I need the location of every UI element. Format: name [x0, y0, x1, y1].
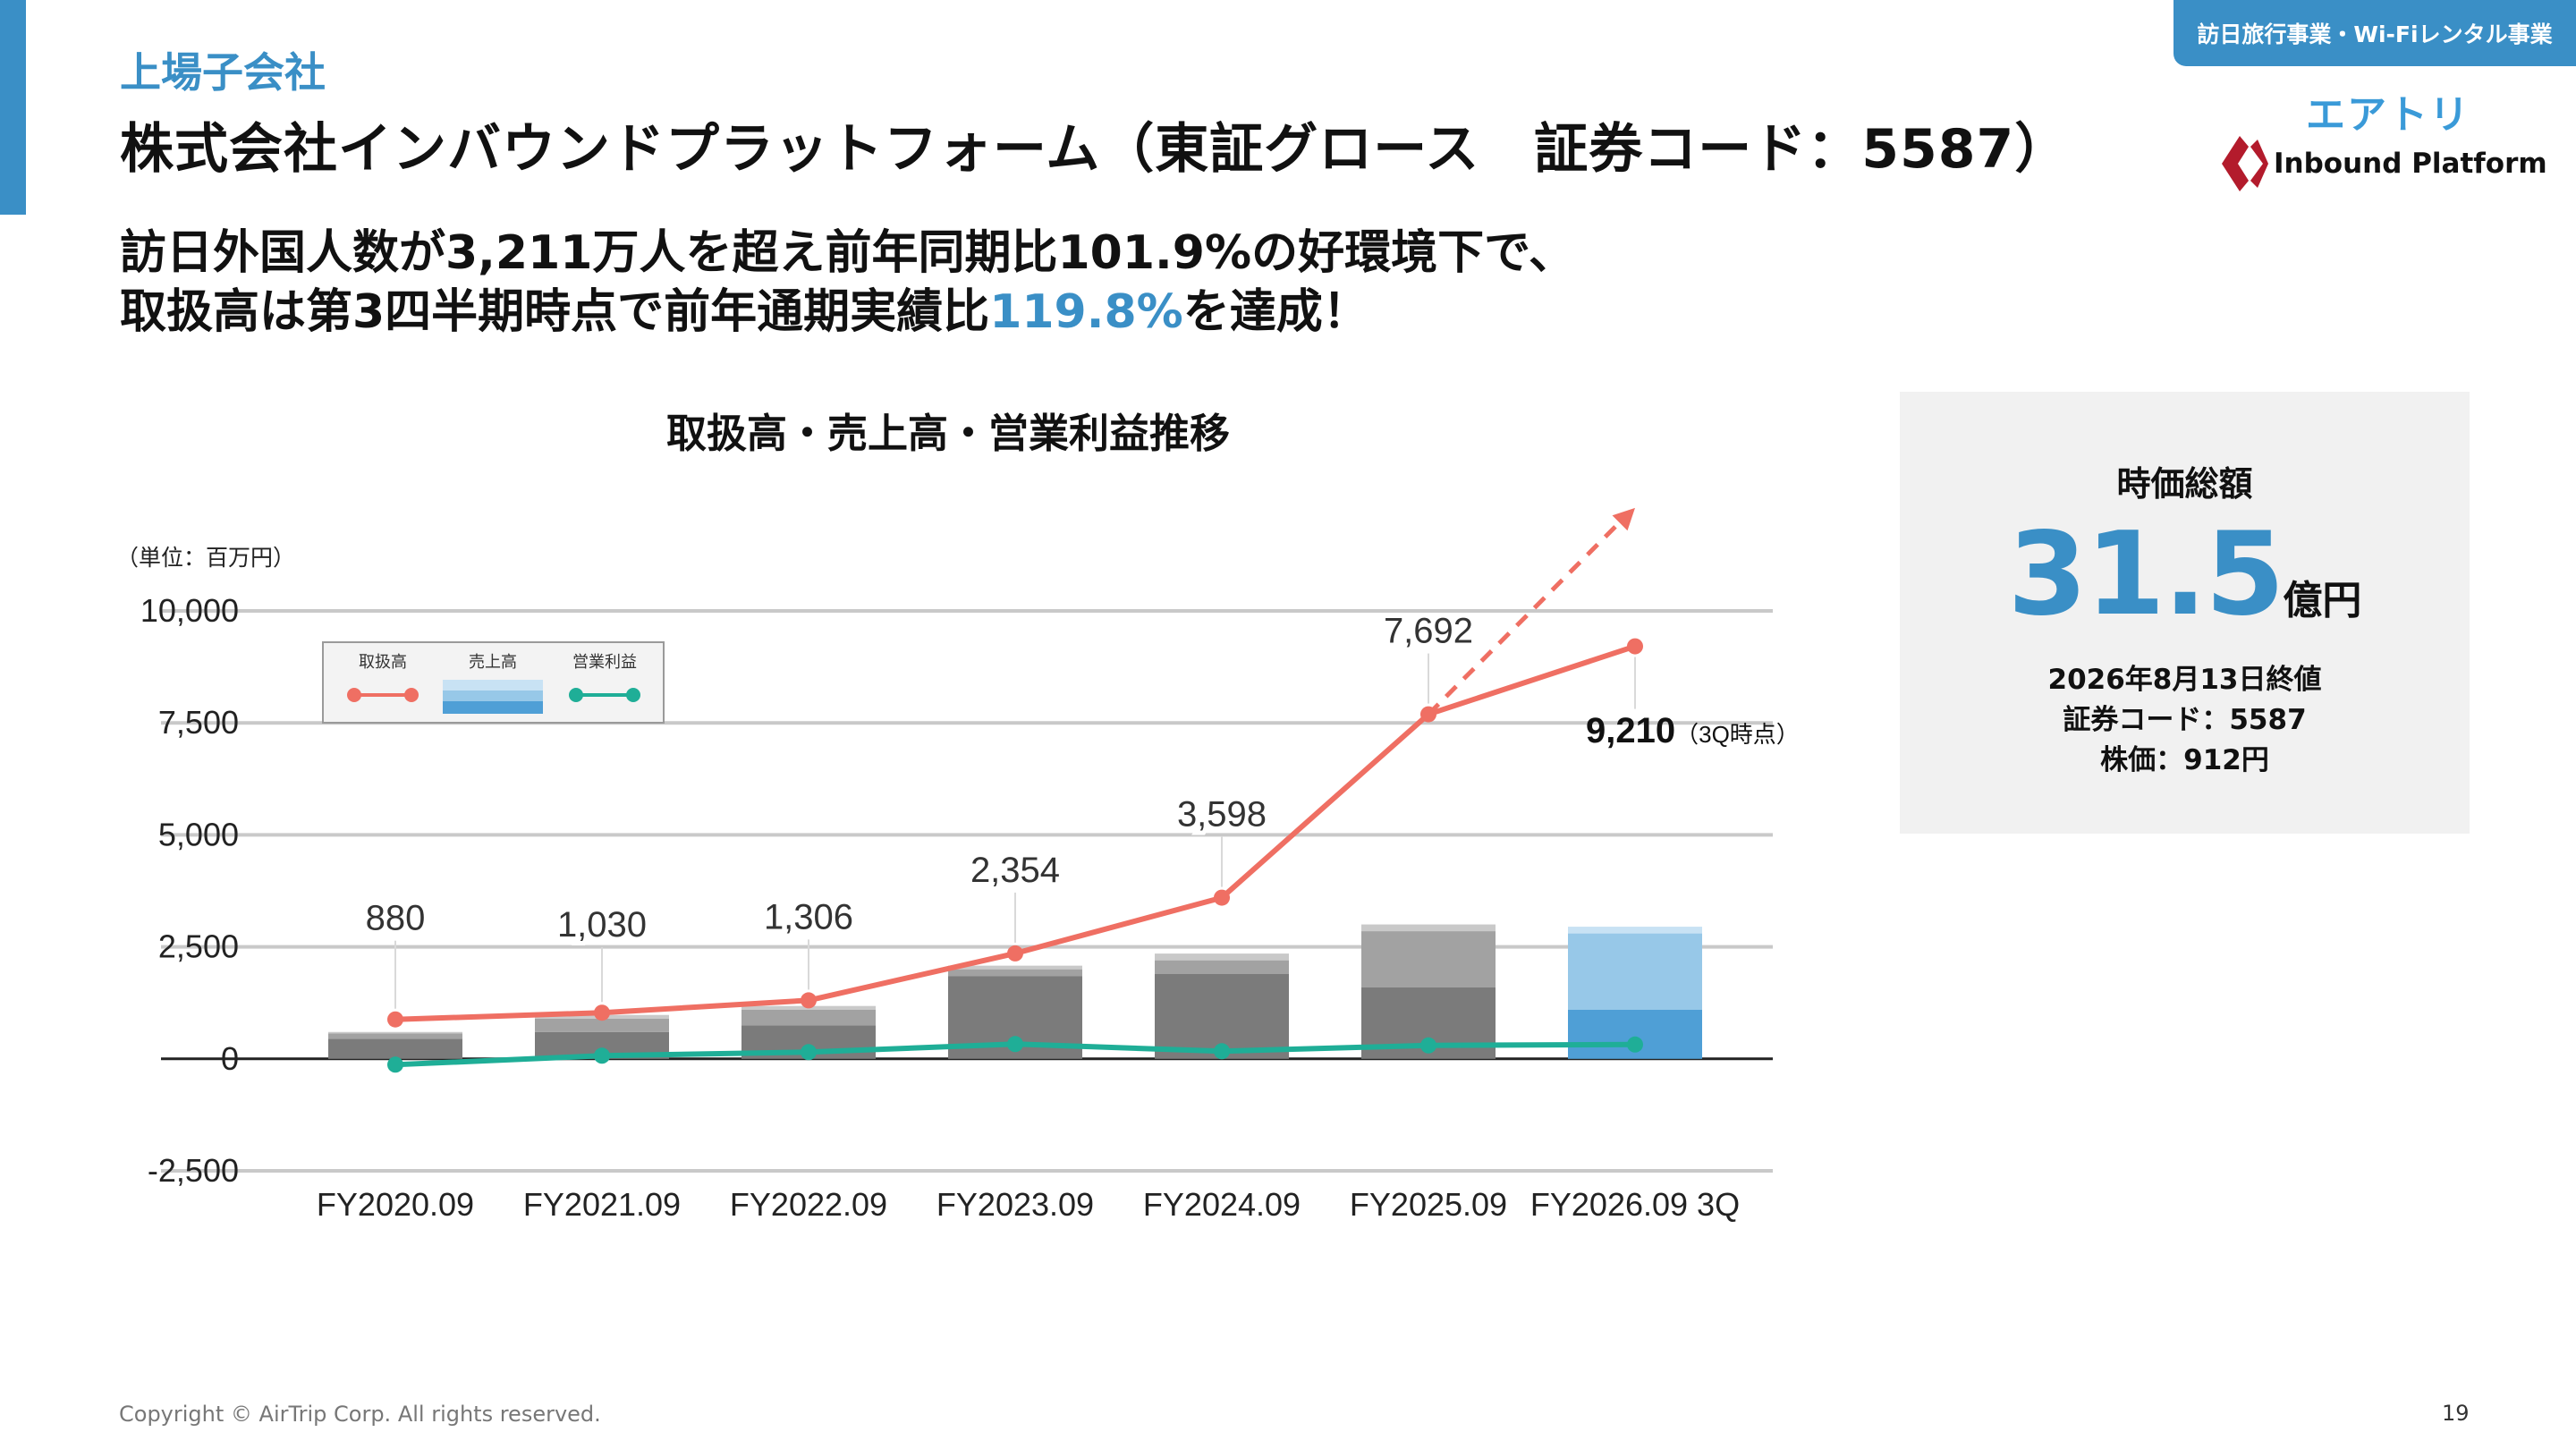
revenue-bar-segment [328, 1038, 462, 1059]
operating-profit-point [1214, 1043, 1230, 1060]
inbound-platform-logo: Inbound Platform [2220, 134, 2547, 193]
unit-note: （単位：百万円） [116, 545, 296, 571]
market-cap-value-row: 31.5億円 [1900, 508, 2470, 641]
x-tick-label: FY2024.09 [1143, 1186, 1301, 1223]
legend-swatch-dot [347, 688, 361, 702]
headline-line-2: 取扱高は第3四半期時点で前年通期実績比119.8%を達成！ [120, 283, 1575, 342]
gmv-point [387, 1011, 403, 1028]
legend-swatch-bar [443, 691, 543, 701]
revenue-bar-segment [1361, 931, 1496, 987]
revenue-bar-segment [535, 1018, 669, 1032]
revenue-bar-segment [1155, 953, 1289, 961]
x-tick-label: FY2026.09 3Q [1530, 1186, 1740, 1223]
headline-line-2-end: を達成！ [1182, 285, 1369, 339]
page-title: 株式会社インバウンドプラットフォーム（東証グロース 証券コード：5587） [120, 118, 2070, 181]
market-cap-value: 31.5 [2007, 508, 2285, 641]
x-tick-label: FY2022.09 [730, 1186, 887, 1223]
operating-profit-point [594, 1047, 610, 1064]
revenue-bar-segment [948, 965, 1082, 970]
market-cap-panel: 時価総額 31.5億円 2026年8月13日終値 証券コード：5587 株価：9… [1900, 392, 2470, 834]
revenue-bar-segment [948, 969, 1082, 977]
section-label: 上場子会社 [120, 48, 326, 97]
legend-label: 売上高 [469, 653, 517, 672]
operating-profit-point [387, 1056, 403, 1073]
gmv-data-label: 3,598 [1177, 795, 1267, 835]
y-tick-label: 0 [221, 1040, 239, 1077]
market-cap-date: 2026年8月13日終値 [2047, 664, 2322, 696]
legend-label: 営業利益 [572, 653, 637, 672]
operating-profit-point [1420, 1037, 1436, 1054]
revenue-bar-segment [328, 1033, 462, 1039]
operating-profit-point [801, 1044, 817, 1061]
legend-swatch-bar [443, 680, 543, 691]
gmv-data-label: 880 [366, 899, 426, 938]
gmv-data-label: 7,692 [1384, 612, 1473, 651]
y-tick-label: 7,500 [158, 704, 239, 741]
headline-line-2-text: 取扱高は第3四半期時点で前年通期実績比 [120, 285, 990, 339]
x-tick-label: FY2023.09 [936, 1186, 1094, 1223]
market-cap-label: 時価総額 [2116, 464, 2253, 504]
gmv-data-label-3q: 9,210（3Q時点） [1586, 711, 1800, 750]
revenue-bar-segment [1568, 927, 1702, 934]
stock-code: 証券コード：5587 [2063, 704, 2307, 736]
y-tick-label: 5,000 [158, 816, 239, 852]
business-tag: 訪日旅行事業・Wi-Fiレンタル事業 [2174, 0, 2576, 66]
projection-dashed-line [1427, 514, 1628, 716]
legend-label: 取扱高 [359, 653, 407, 672]
gmv-point [1627, 638, 1643, 655]
projection-arrowhead [1612, 507, 1635, 531]
market-cap-unit: 億円 [2283, 578, 2362, 623]
operating-profit-point [1007, 1036, 1023, 1053]
revenue-bar-segment [328, 1031, 462, 1034]
x-tick-label: FY2020.09 [317, 1186, 474, 1223]
y-tick-label: -2,500 [148, 1152, 239, 1189]
gmv-data-label: 2,354 [970, 851, 1060, 890]
operating-profit-point [1627, 1036, 1643, 1053]
headline-line-1: 訪日外国人数が3,211万人を超え前年同期比101.9%の好環境下で、 [120, 226, 1575, 280]
legend-swatch-dot [404, 688, 419, 702]
revenue-bar-segment [1155, 960, 1289, 974]
headline-highlight: 119.8% [989, 285, 1183, 339]
left-accent-bar [0, 0, 26, 215]
inbound-platform-logo-text: Inbound Platform [2274, 148, 2547, 180]
x-tick-label: FY2021.09 [523, 1186, 681, 1223]
copyright: Copyright © AirTrip Corp. All rights res… [119, 1402, 601, 1427]
chart-title: 取扱高・売上高・営業利益推移 [666, 410, 1231, 457]
gmv-3q-value: 9,210 [1586, 711, 1675, 750]
gmv-data-label: 1,030 [557, 905, 647, 945]
legend: 取扱高 売上高 営業利益 [322, 641, 665, 724]
gmv-point [1420, 706, 1436, 723]
airtrip-logo: エアトリ [2306, 92, 2470, 138]
legend-swatch-bar [443, 701, 543, 714]
inbound-platform-logo-icon [2222, 136, 2268, 191]
y-tick-label: 2,500 [158, 928, 239, 965]
x-tick-label: FY2025.09 [1350, 1186, 1507, 1223]
revenue-bar-segment [741, 1009, 876, 1026]
gmv-point [1007, 945, 1023, 962]
gmv-data-label: 1,306 [764, 897, 853, 936]
gmv-point [801, 992, 817, 1009]
legend-swatch-dot [569, 688, 583, 702]
revenue-bar-segment [1361, 924, 1496, 932]
gmv-point [1214, 889, 1230, 906]
market-cap-details: 2026年8月13日終値 証券コード：5587 株価：912円 [1900, 660, 2470, 781]
gmv-point [594, 1004, 610, 1021]
headline: 訪日外国人数が3,211万人を超え前年同期比101.9%の好環境下で、 取扱高は… [120, 224, 1575, 342]
page-number: 19 [2442, 1401, 2470, 1426]
gmv-3q-note: （3Q時点） [1675, 721, 1800, 748]
revenue-bar-segment [1568, 933, 1702, 1010]
stock-price: 株価：912円 [2100, 744, 2269, 776]
legend-swatch-dot [626, 688, 640, 702]
y-tick-label: 10,000 [140, 592, 239, 629]
